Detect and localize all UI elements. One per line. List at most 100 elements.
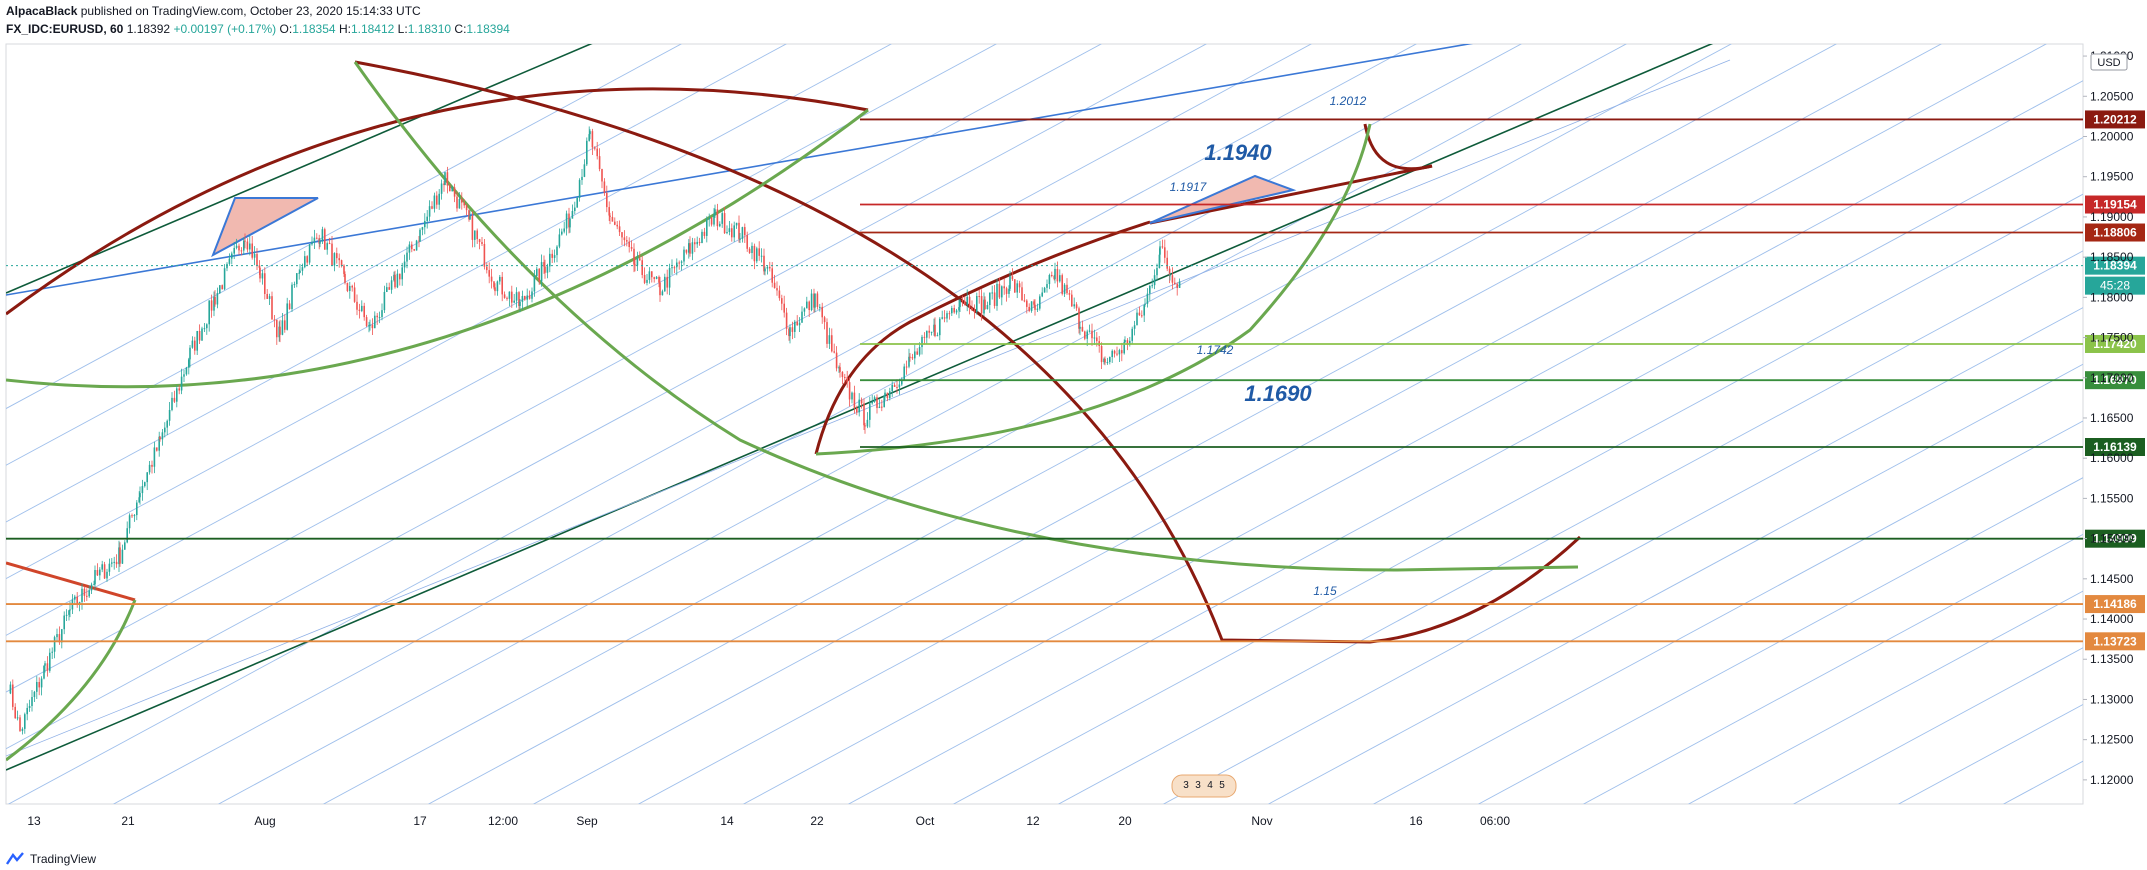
candle-body bbox=[763, 255, 765, 272]
candle-body bbox=[210, 300, 213, 311]
candle-body bbox=[251, 243, 253, 258]
fan-line bbox=[6, 44, 788, 466]
candle-body bbox=[971, 307, 973, 311]
candle-body bbox=[658, 276, 660, 283]
candle-body bbox=[465, 205, 468, 211]
high-value: 1.18412 bbox=[350, 22, 395, 36]
candle-body bbox=[156, 447, 158, 451]
candle-body bbox=[685, 249, 688, 253]
candle-body bbox=[851, 392, 853, 400]
arc-top bbox=[6, 87, 869, 316]
candle-body bbox=[223, 268, 226, 290]
candle-body bbox=[471, 215, 474, 240]
candle-body bbox=[813, 293, 815, 308]
candle-body bbox=[653, 277, 655, 279]
fan-line bbox=[7, 44, 1418, 804]
candle-body bbox=[1014, 279, 1016, 293]
events-badge-bg bbox=[1171, 774, 1237, 798]
candle-body bbox=[838, 367, 840, 369]
candle-body bbox=[431, 206, 433, 209]
tradingview-logo-icon[interactable] bbox=[6, 852, 24, 866]
candle-body bbox=[526, 295, 528, 300]
candle-body bbox=[896, 386, 898, 388]
candle-body bbox=[268, 296, 271, 299]
candle-body bbox=[256, 253, 258, 266]
candle-body bbox=[680, 261, 683, 263]
candle-body bbox=[961, 300, 964, 302]
candle-body bbox=[61, 629, 63, 643]
candle-body bbox=[1059, 275, 1061, 282]
candle-body bbox=[474, 230, 476, 240]
candle-body bbox=[1116, 353, 1118, 355]
candle-body bbox=[24, 714, 26, 729]
candle-body bbox=[934, 324, 936, 337]
candle-body bbox=[1066, 284, 1068, 294]
candle-body bbox=[363, 305, 365, 318]
candle-body bbox=[636, 258, 639, 266]
candle-body bbox=[1023, 300, 1026, 302]
candle-body bbox=[1061, 275, 1063, 294]
candle-body bbox=[321, 229, 324, 241]
candle-body bbox=[823, 317, 826, 323]
candle-body bbox=[203, 328, 206, 330]
symbol-name[interactable]: FX_IDC:EURUSD, 60 bbox=[6, 22, 124, 36]
time-axis: 13 21 Aug 17 12:00 Sep 14 22 Oct 12 20 Nov 16 06:00 bbox=[27, 814, 1510, 828]
candle-body bbox=[796, 321, 798, 326]
fan-line bbox=[6, 44, 893, 523]
brand-name[interactable]: TradingView bbox=[30, 852, 97, 866]
candle-body bbox=[336, 253, 338, 259]
candle-body bbox=[415, 240, 418, 251]
candle-body bbox=[980, 296, 983, 314]
author-name[interactable]: AlpacaBlack bbox=[6, 4, 78, 18]
candle-body bbox=[798, 322, 801, 326]
candle-body bbox=[1063, 284, 1066, 294]
level-price-tag bbox=[2085, 371, 2145, 390]
candle-body bbox=[1103, 358, 1105, 363]
candle-body bbox=[596, 148, 598, 157]
candle-body bbox=[641, 260, 643, 275]
chart-header: AlpacaBlack published on TradingView.com… bbox=[6, 2, 2106, 38]
chart-annotation: 1.2012 bbox=[1330, 94, 1367, 108]
y-tick-label: 1.18000 bbox=[2090, 290, 2134, 304]
channel-line-blue bbox=[6, 44, 1474, 296]
level-price-tag bbox=[2085, 334, 2145, 353]
candle-body bbox=[49, 652, 51, 671]
candle-body bbox=[146, 472, 148, 483]
candle-body bbox=[253, 253, 256, 258]
candle-body bbox=[1166, 257, 1168, 269]
candle-body bbox=[81, 588, 83, 602]
candle-body bbox=[558, 234, 561, 247]
candle-body bbox=[1008, 288, 1010, 294]
candle-body bbox=[601, 169, 603, 182]
candle-body bbox=[848, 382, 851, 400]
candle-body bbox=[921, 336, 923, 348]
candle-body bbox=[291, 284, 293, 310]
candle-body bbox=[113, 561, 115, 563]
level-price-tag bbox=[2085, 223, 2145, 242]
level-price-tag bbox=[2085, 195, 2145, 214]
candle-body bbox=[538, 268, 540, 282]
x-tick-label: Oct bbox=[916, 814, 935, 828]
candle-body bbox=[374, 315, 376, 329]
candle-body bbox=[19, 717, 21, 731]
candle-body bbox=[701, 231, 703, 244]
candle-body bbox=[428, 206, 431, 217]
chart-annotation: 1.15 bbox=[1313, 584, 1337, 598]
candle-body bbox=[176, 388, 178, 402]
candle-body bbox=[418, 240, 420, 242]
candle-body bbox=[873, 397, 876, 402]
fan-line bbox=[6, 44, 998, 580]
level-price-tag bbox=[2085, 438, 2145, 457]
candle-body bbox=[1093, 337, 1096, 339]
candle-body bbox=[249, 243, 251, 250]
candle-body bbox=[394, 274, 396, 288]
candle-body bbox=[493, 281, 495, 288]
candle-body bbox=[941, 317, 943, 319]
candle-body bbox=[634, 264, 636, 266]
candle-body bbox=[714, 209, 716, 215]
candle-body bbox=[488, 270, 490, 277]
candle-body bbox=[588, 134, 590, 141]
candle-body bbox=[216, 293, 219, 305]
